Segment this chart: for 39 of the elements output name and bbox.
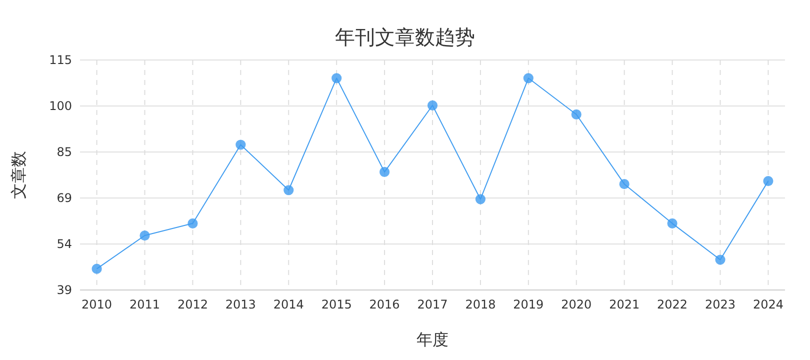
point <box>332 73 342 84</box>
x-tick-label: 2010 <box>82 298 112 312</box>
x-tick-label: 2019 <box>513 298 544 312</box>
point <box>475 194 486 204</box>
chart-title: 年刊文章数趋势 <box>335 25 475 49</box>
x-tick-label: 2014 <box>273 298 304 312</box>
y-tick-label: 115 <box>49 52 72 67</box>
x-tick-label: 2020 <box>561 298 592 312</box>
x-tick-label: 2021 <box>609 298 640 312</box>
x-tick-label: 2012 <box>177 298 208 312</box>
point <box>236 140 246 150</box>
point <box>523 73 534 84</box>
point <box>571 109 582 120</box>
point <box>284 185 294 196</box>
point <box>619 179 630 190</box>
point <box>763 176 774 186</box>
y-tick-label: 69 <box>56 190 72 205</box>
x-tick-label: 2011 <box>129 298 160 312</box>
point <box>188 218 198 228</box>
y-axis-title: 文章数 <box>9 151 28 199</box>
point <box>667 218 678 228</box>
x-tick-label: 2017 <box>417 298 448 312</box>
x-axis-title: 年度 <box>416 330 448 349</box>
x-tick-label: 2015 <box>321 298 352 312</box>
y-tick-label: 39 <box>56 282 72 297</box>
x-tick-label: 2016 <box>369 298 400 312</box>
x-tick-label: 2022 <box>657 298 688 312</box>
y-tick-label: 85 <box>56 144 72 159</box>
y-tick-label: 54 <box>56 236 72 251</box>
x-tick-label: 2023 <box>704 298 736 312</box>
x-tick-label: 2024 <box>752 298 784 312</box>
x-tick-label: 2013 <box>225 298 256 312</box>
point <box>427 100 438 110</box>
y-tick-label: 100 <box>49 98 72 113</box>
x-tick-label: 2018 <box>465 298 496 312</box>
point <box>715 254 726 265</box>
point <box>140 230 150 241</box>
point <box>92 264 102 274</box>
point <box>379 166 390 178</box>
